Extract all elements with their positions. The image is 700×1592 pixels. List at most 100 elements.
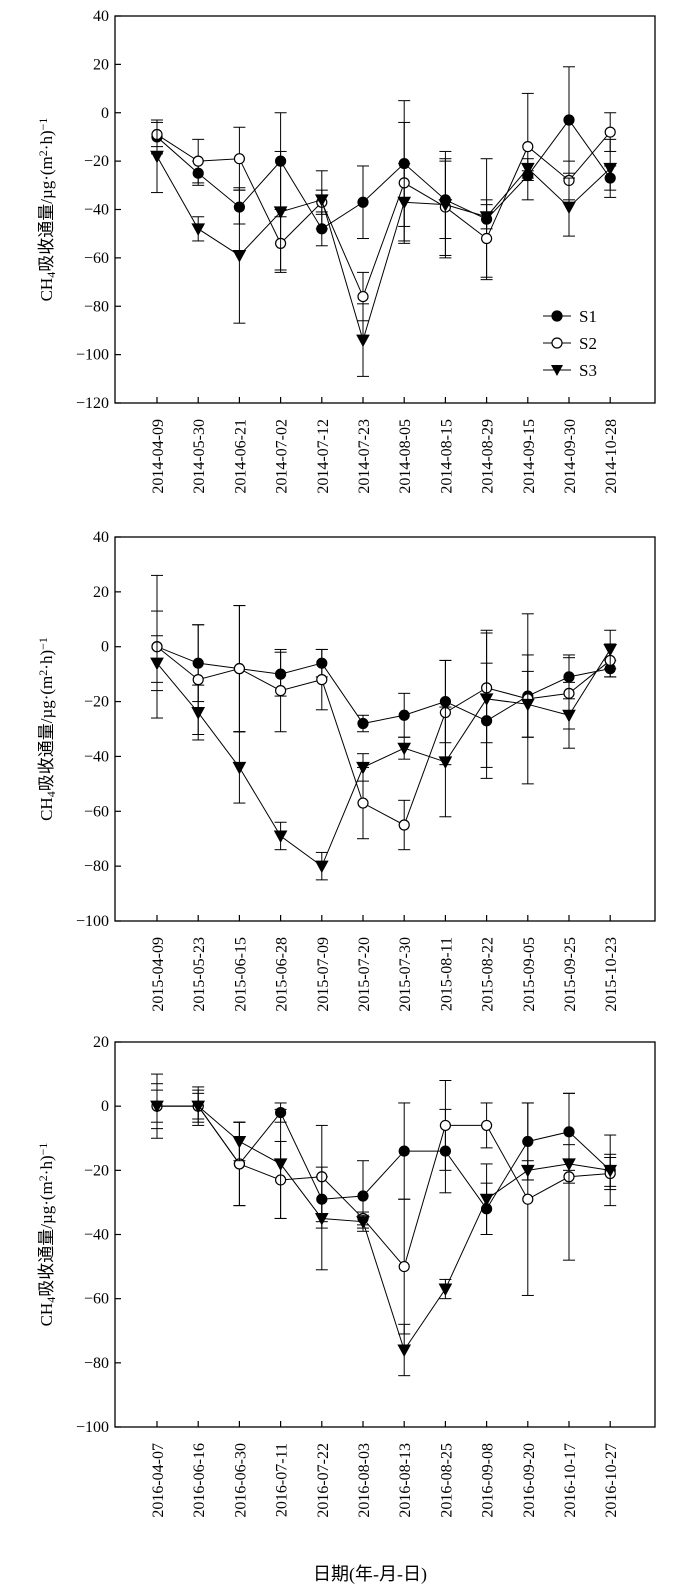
data-point [191,707,206,720]
data-point [357,717,369,730]
y-tick-label: −80 [84,858,109,875]
y-axis-label-part: CH [37,1303,56,1327]
y-axis-label-part: ·h) [37,1155,56,1175]
x-tick-label: 2015-06-28 [274,937,291,1012]
y-axis-label-part: CH [37,278,56,302]
data-point [481,232,493,245]
series-line [156,646,611,725]
legend-label: S1 [579,307,597,326]
data-point [232,761,247,775]
y-tick-label: −100 [76,347,109,364]
x-tick-label: 2014-08-05 [397,419,414,494]
y-axis-label-part: 2 [36,150,50,156]
y-axis-label: CH4吸收通量/µg·(m2·h)−1 [36,637,58,821]
series-s1 [151,1073,617,1235]
x-tick-label: 2014-07-02 [274,419,291,494]
data-point [232,1135,247,1149]
chart-panel-3: 20 0 −20 −40 −60 −80 −100 CH4吸收通量/µg·(m2·h)−1 20… [36,1034,656,1518]
data-point [438,756,453,769]
data-point [233,153,245,165]
data-point [398,1145,410,1157]
x-tick-label: 2014-09-15 [521,419,538,494]
y-tick-label: 0 [101,639,109,656]
data-point [479,693,494,706]
data-point [563,114,575,126]
x-tick-label: 2016-04-07 [150,1443,167,1518]
data-point [357,196,369,208]
data-point [316,674,328,686]
x-tick-label: 2016-07-22 [315,1443,332,1518]
y-axis-label-part: 2 [36,1175,50,1181]
series-line [156,646,611,826]
y-tick-label: 0 [101,105,109,122]
series-s2 [151,92,617,322]
data-point [397,1344,412,1358]
data-point [356,334,370,348]
chart-panel-1: 40 20 0 −20 −40 −60 −80 −100 −120 CH4吸收通量/µg·(m2·… [36,8,656,494]
data-point [522,1193,534,1205]
x-tick-label: 2014-07-12 [315,419,332,494]
data-point [562,709,576,723]
data-point [192,155,204,167]
x-tick-label: 2016-09-08 [480,1443,497,1518]
plot-frame [114,1041,656,1428]
x-tick-label: 2016-10-27 [603,1443,620,1518]
y-axis-label-part: −1 [36,118,50,131]
data-point [481,1119,493,1132]
y-tick-label: −80 [84,298,109,315]
data-point [356,761,370,775]
y-tick-label: −100 [76,913,109,930]
y-axis-label-part: 4 [44,272,58,278]
y-axis-label-part: 4 [44,791,58,797]
x-tick-label: 2014-04-09 [150,419,167,494]
x-tick-label: 2015-07-30 [397,937,414,1012]
series-line [156,131,611,298]
data-point [603,162,618,176]
x-tick-label: 2016-06-30 [232,1443,249,1518]
legend-label: S2 [579,334,597,353]
data-point [562,1158,576,1171]
x-tick-label: 2014-05-30 [191,419,208,494]
y-tick-label: 40 [93,529,109,546]
y-axis-label-part: −1 [36,1143,50,1156]
data-point [314,194,329,207]
x-tick-label: 2015-05-23 [191,937,208,1012]
data-point [275,684,287,697]
x-tick-label: 2015-08-22 [480,937,497,1012]
plot-frame [114,536,656,922]
data-point [356,1216,370,1229]
legend: S1 S2 S3 [543,307,597,380]
x-tick-label: 2015-08-11 [438,937,455,1011]
x-tick-label: 2014-08-15 [438,419,455,494]
y-axis-label-part: ·h) [37,650,56,670]
data-point [398,709,410,721]
data-point [150,150,164,164]
x-tick-label: 2014-10-28 [603,419,620,494]
chart-panel-2: 40 20 0 −20 −40 −60 −80 −100 CH4吸收通量/µg·(m2·h)−1… [36,529,656,1012]
data-point [438,1283,453,1297]
series-s1 [151,605,617,779]
y-axis-label-part: CH [37,797,56,821]
data-point [479,211,494,224]
y-axis-label-part: 2 [36,670,50,676]
data-point [397,196,412,210]
data-point [233,663,245,675]
x-tick-label: 2015-10-23 [603,937,620,1012]
series-line [156,649,611,867]
data-point [522,141,534,153]
y-tick-label: 20 [93,56,109,73]
data-point [150,1100,164,1114]
legend-marker [551,310,563,322]
plot-frame [114,15,656,404]
y-tick-label: −20 [84,153,109,170]
data-point [479,1193,494,1207]
y-tick-label: −20 [84,694,109,711]
legend-marker [551,337,563,349]
x-tick-label: 2016-06-16 [191,1443,208,1518]
series-line [156,119,611,230]
y-tick-label: −40 [84,1227,109,1244]
y-tick-label: 0 [101,1098,109,1115]
data-point [603,1164,618,1178]
y-axis-label-part: −1 [36,637,50,650]
data-point [191,223,206,236]
